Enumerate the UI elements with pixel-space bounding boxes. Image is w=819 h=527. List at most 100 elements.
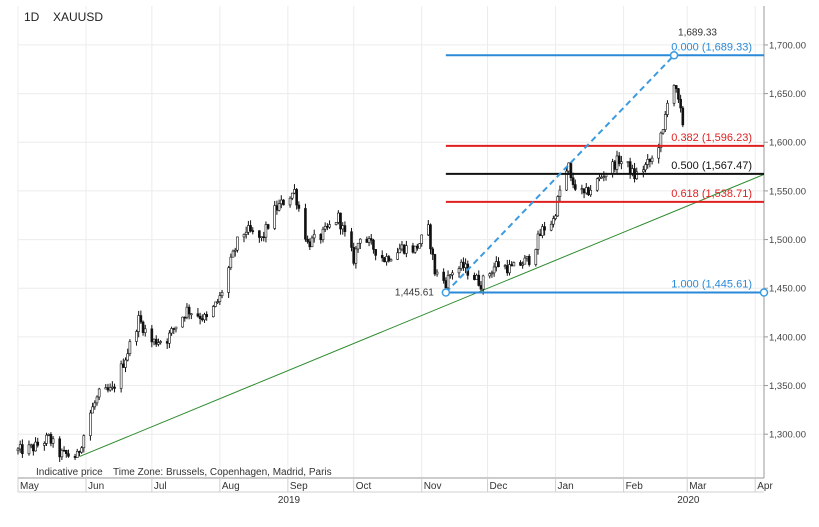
candle-body bbox=[306, 238, 309, 243]
candle-body bbox=[275, 205, 279, 211]
x-tick-label: Feb bbox=[626, 481, 644, 492]
candle-body bbox=[279, 199, 283, 205]
candle-body bbox=[328, 224, 331, 228]
candle-body bbox=[475, 274, 478, 280]
candle-body bbox=[479, 285, 483, 290]
candle-body bbox=[646, 159, 650, 165]
fib-end-handle[interactable] bbox=[669, 51, 679, 60]
candle-body bbox=[126, 353, 130, 361]
candle-body bbox=[47, 434, 51, 436]
candle-body bbox=[510, 264, 513, 267]
fib-extend-handle[interactable] bbox=[759, 288, 769, 297]
candle-body bbox=[600, 176, 603, 179]
candle-body bbox=[534, 249, 538, 265]
y-tick-label: 1,550.00 bbox=[769, 186, 806, 197]
candle-body bbox=[416, 245, 419, 249]
candle-body bbox=[236, 236, 239, 251]
candle-body bbox=[448, 274, 452, 277]
candle-body bbox=[310, 237, 314, 248]
candle-body bbox=[264, 224, 268, 238]
fib-connector[interactable] bbox=[445, 54, 675, 294]
candle-body bbox=[679, 98, 682, 109]
candle-body bbox=[541, 226, 544, 236]
candle-body bbox=[435, 271, 439, 275]
indicative-price-note: Indicative price bbox=[36, 467, 103, 478]
candle-body bbox=[490, 272, 494, 275]
x-tick-label: Sep bbox=[290, 481, 308, 492]
candle-body bbox=[326, 225, 329, 228]
x-tick-label: Jan bbox=[558, 481, 574, 492]
candle-body bbox=[282, 199, 285, 206]
candle-body bbox=[589, 189, 592, 196]
x-tick-label: Dec bbox=[490, 481, 508, 492]
candle-body bbox=[341, 225, 345, 230]
candle-body bbox=[67, 453, 70, 457]
candle-body bbox=[352, 247, 356, 264]
fib-start-handle[interactable] bbox=[441, 288, 451, 297]
x-tick-label: Oct bbox=[356, 481, 372, 492]
candle-body bbox=[569, 162, 573, 179]
candle-body bbox=[181, 316, 184, 328]
candle-body bbox=[358, 238, 362, 244]
candle-body bbox=[681, 107, 685, 126]
interval-label[interactable]: 1D bbox=[24, 10, 40, 24]
candle-body bbox=[429, 224, 432, 250]
candle-body bbox=[444, 280, 448, 289]
candle-body bbox=[356, 242, 360, 250]
symbol-label[interactable]: XAUUSD bbox=[53, 10, 103, 24]
candle-body bbox=[122, 363, 125, 368]
candle-body bbox=[650, 157, 654, 162]
candle-body bbox=[293, 189, 296, 194]
candle-body bbox=[387, 256, 391, 262]
candle-body bbox=[343, 225, 347, 232]
candle-body bbox=[97, 388, 101, 398]
candle-body bbox=[233, 249, 237, 252]
candle-body bbox=[251, 230, 255, 232]
grid-lines bbox=[17, 6, 764, 478]
y-tick-label: 1,600.00 bbox=[769, 138, 806, 149]
candle-body bbox=[312, 234, 316, 239]
candle-body bbox=[185, 306, 189, 318]
candle-body bbox=[216, 301, 219, 303]
trendline-layer bbox=[79, 173, 765, 458]
candle-body bbox=[201, 318, 204, 321]
candle-body bbox=[231, 250, 235, 258]
candle-body bbox=[34, 441, 37, 452]
fib-level-label: 1.000 (1,445.61) bbox=[671, 278, 752, 290]
candle-body bbox=[615, 155, 619, 170]
candle-body bbox=[372, 239, 375, 250]
candles bbox=[16, 84, 685, 462]
fib-level-label: 0.000 (1,689.33) bbox=[671, 41, 752, 53]
candle-body bbox=[413, 245, 417, 253]
candle-body bbox=[288, 197, 292, 206]
candle-body bbox=[350, 231, 353, 248]
candle-body bbox=[552, 218, 555, 225]
fibonacci-retracement[interactable]: 0.000 (1,689.33) 0.382 (1,596.23) 0.500 (1… bbox=[395, 27, 769, 298]
candle-body bbox=[574, 184, 577, 190]
candle-body bbox=[543, 226, 546, 231]
candle-body bbox=[369, 238, 373, 241]
support-trendline[interactable] bbox=[79, 173, 765, 458]
y-tick-label: 1,500.00 bbox=[769, 235, 806, 246]
candle-body bbox=[674, 85, 678, 89]
candle-body bbox=[481, 275, 485, 290]
x-tick-label: Apr bbox=[757, 481, 773, 492]
candle-body bbox=[174, 326, 178, 330]
fib-level-label: 0.382 (1,596.23) bbox=[671, 132, 752, 144]
candle-body bbox=[111, 386, 114, 389]
y-tick-label: 1,650.00 bbox=[769, 89, 806, 100]
candle-body bbox=[657, 147, 660, 159]
candle-body bbox=[380, 255, 384, 259]
candle-body bbox=[139, 315, 143, 323]
candle-body bbox=[29, 444, 33, 447]
candle-body bbox=[187, 306, 191, 315]
candle-body bbox=[198, 315, 202, 319]
candle-body bbox=[477, 274, 481, 286]
candle-body bbox=[106, 387, 110, 391]
candle-body bbox=[554, 215, 557, 219]
candle-body bbox=[244, 231, 248, 235]
candle-body bbox=[365, 238, 369, 243]
candle-body bbox=[644, 164, 647, 171]
candle-body bbox=[571, 177, 575, 185]
